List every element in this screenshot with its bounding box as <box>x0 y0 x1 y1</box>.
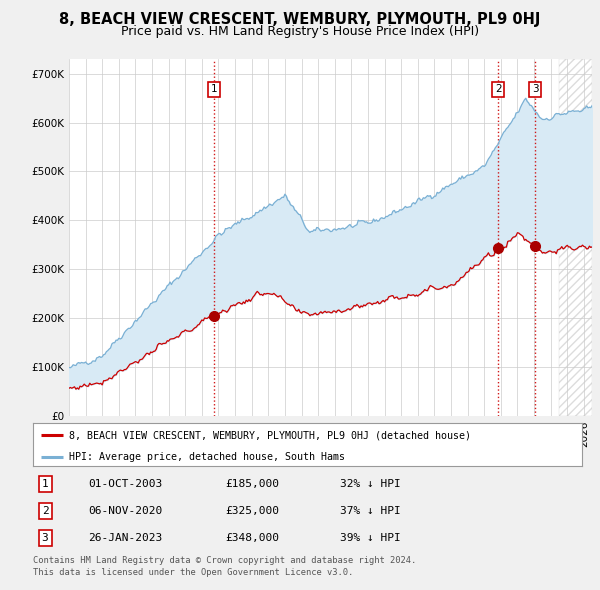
Text: 37% ↓ HPI: 37% ↓ HPI <box>340 506 401 516</box>
Text: £185,000: £185,000 <box>225 479 279 489</box>
Text: £325,000: £325,000 <box>225 506 279 516</box>
Text: 3: 3 <box>532 84 539 94</box>
Text: HPI: Average price, detached house, South Hams: HPI: Average price, detached house, Sout… <box>68 451 344 461</box>
Text: £348,000: £348,000 <box>225 533 279 543</box>
Text: 2: 2 <box>495 84 502 94</box>
Text: This data is licensed under the Open Government Licence v3.0.: This data is licensed under the Open Gov… <box>33 568 353 576</box>
Text: 3: 3 <box>42 533 49 543</box>
Text: Contains HM Land Registry data © Crown copyright and database right 2024.: Contains HM Land Registry data © Crown c… <box>33 556 416 565</box>
Text: 1: 1 <box>211 84 218 94</box>
Text: 8, BEACH VIEW CRESCENT, WEMBURY, PLYMOUTH, PL9 0HJ (detached house): 8, BEACH VIEW CRESCENT, WEMBURY, PLYMOUT… <box>68 430 470 440</box>
Text: 26-JAN-2023: 26-JAN-2023 <box>88 533 162 543</box>
Text: 32% ↓ HPI: 32% ↓ HPI <box>340 479 401 489</box>
Text: Price paid vs. HM Land Registry's House Price Index (HPI): Price paid vs. HM Land Registry's House … <box>121 25 479 38</box>
Text: 06-NOV-2020: 06-NOV-2020 <box>88 506 162 516</box>
Text: 2: 2 <box>42 506 49 516</box>
Text: 8, BEACH VIEW CRESCENT, WEMBURY, PLYMOUTH, PL9 0HJ: 8, BEACH VIEW CRESCENT, WEMBURY, PLYMOUT… <box>59 12 541 27</box>
Text: 01-OCT-2003: 01-OCT-2003 <box>88 479 162 489</box>
Text: 1: 1 <box>42 479 49 489</box>
Text: 39% ↓ HPI: 39% ↓ HPI <box>340 533 401 543</box>
